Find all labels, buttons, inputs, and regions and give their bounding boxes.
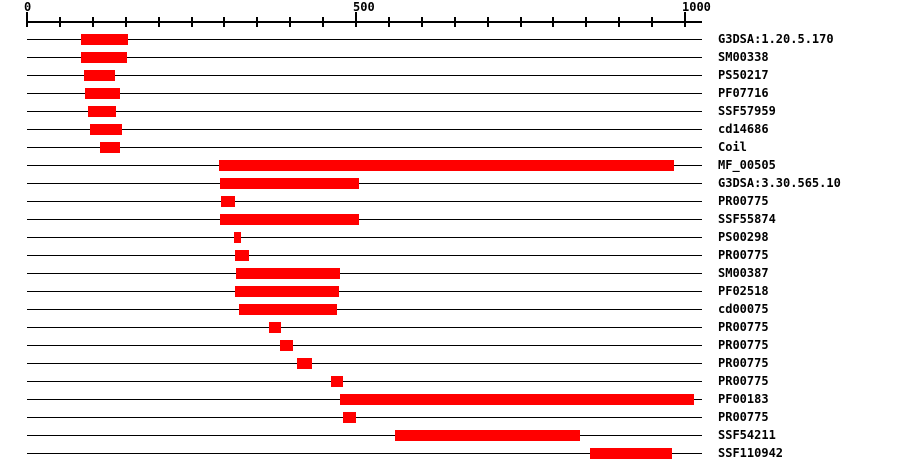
ruler-minor-tick <box>289 17 292 27</box>
ruler-tick-label: 1000 <box>682 0 711 14</box>
ruler-minor-tick <box>91 17 94 27</box>
feature-label: PS50217 <box>718 68 769 82</box>
feature-baseline <box>27 327 703 328</box>
feature-baseline <box>27 453 703 454</box>
ruler-minor-tick <box>124 17 127 27</box>
feature-label: PR00775 <box>718 248 769 262</box>
feature-baseline <box>27 93 703 94</box>
feature-label: G3DSA:1.20.5.170 <box>718 32 834 46</box>
feature-bar[interactable] <box>221 196 235 207</box>
feature-baseline <box>27 291 703 292</box>
ruler-minor-tick <box>453 17 456 27</box>
feature-label: G3DSA:3.30.565.10 <box>718 176 841 190</box>
feature-baseline <box>27 75 703 76</box>
feature-bar[interactable] <box>233 232 241 243</box>
feature-bar[interactable] <box>87 106 116 117</box>
ruler-minor-tick <box>618 17 621 27</box>
feature-bar[interactable] <box>590 448 672 459</box>
feature-baseline <box>27 435 703 436</box>
feature-baseline <box>27 309 703 310</box>
feature-baseline <box>27 147 703 148</box>
ruler-minor-tick <box>486 17 489 27</box>
ruler-minor-tick <box>157 17 160 27</box>
feature-label: MF_00505 <box>718 158 776 172</box>
feature-bar[interactable] <box>219 178 360 189</box>
feature-baseline <box>27 57 703 58</box>
feature-bar[interactable] <box>236 268 341 279</box>
feature-label: PS00298 <box>718 230 769 244</box>
feature-label: SM00338 <box>718 50 769 64</box>
feature-baseline <box>27 345 703 346</box>
ruler-baseline <box>27 21 703 23</box>
feature-label: Coil <box>718 140 747 154</box>
feature-label: SM00387 <box>718 266 769 280</box>
feature-baseline <box>27 255 703 256</box>
feature-bar[interactable] <box>83 70 116 81</box>
feature-bar[interactable] <box>84 88 121 99</box>
feature-baseline <box>27 381 703 382</box>
ruler-minor-tick <box>256 17 259 27</box>
feature-label: SSF57959 <box>718 104 776 118</box>
ruler-tick-label: 500 <box>353 0 375 14</box>
feature-bar[interactable] <box>340 394 695 405</box>
ruler-major-tick <box>26 12 28 27</box>
feature-label: PF02518 <box>718 284 769 298</box>
ruler-minor-tick <box>420 17 423 27</box>
feature-label: PR00775 <box>718 194 769 208</box>
feature-bar[interactable] <box>342 412 356 423</box>
feature-baseline <box>27 183 703 184</box>
feature-label: PR00775 <box>718 320 769 334</box>
feature-baseline <box>27 417 703 418</box>
feature-baseline <box>27 363 703 364</box>
feature-bar[interactable] <box>100 142 121 153</box>
feature-label: PR00775 <box>718 356 769 370</box>
ruler-minor-tick <box>387 17 390 27</box>
feature-baseline <box>27 273 703 274</box>
ruler-minor-tick <box>190 17 193 27</box>
ruler-minor-tick <box>651 17 654 27</box>
feature-label: SSF110942 <box>718 446 784 460</box>
feature-label: PF07716 <box>718 86 769 100</box>
feature-bar[interactable] <box>269 322 281 333</box>
feature-bar[interactable] <box>330 376 343 387</box>
feature-label: PR00775 <box>718 410 769 424</box>
feature-label: cd00075 <box>718 302 769 316</box>
feature-bar[interactable] <box>234 286 339 297</box>
feature-baseline <box>27 237 703 238</box>
feature-label: cd14686 <box>718 122 769 136</box>
feature-bar[interactable] <box>90 124 123 135</box>
feature-bar[interactable] <box>219 214 359 225</box>
feature-bar[interactable] <box>238 304 337 315</box>
feature-baseline <box>27 219 703 220</box>
feature-label: SSF54211 <box>718 428 776 442</box>
ruler-minor-tick <box>585 17 588 27</box>
ruler-minor-tick <box>322 17 325 27</box>
ruler-major-tick <box>684 12 686 27</box>
ruler-minor-tick <box>552 17 555 27</box>
ruler-minor-tick <box>223 17 226 27</box>
ruler-major-tick <box>355 12 357 27</box>
feature-bar[interactable] <box>394 430 580 441</box>
ruler-minor-tick <box>58 17 61 27</box>
feature-bar[interactable] <box>280 340 293 351</box>
feature-bar[interactable] <box>219 160 674 171</box>
feature-baseline <box>27 111 703 112</box>
feature-bar[interactable] <box>80 34 129 45</box>
feature-baseline <box>27 201 703 202</box>
ruler-tick-label: 0 <box>24 0 32 14</box>
feature-bar[interactable] <box>234 250 249 261</box>
feature-bar[interactable] <box>80 52 127 63</box>
ruler-minor-tick <box>519 17 522 27</box>
feature-baseline <box>27 129 703 130</box>
feature-label: PR00775 <box>718 338 769 352</box>
feature-label: SSF55874 <box>718 212 776 226</box>
feature-baseline <box>27 39 703 40</box>
feature-label: PF00183 <box>718 392 769 406</box>
feature-bar[interactable] <box>296 358 312 369</box>
feature-label: PR00775 <box>718 374 769 388</box>
